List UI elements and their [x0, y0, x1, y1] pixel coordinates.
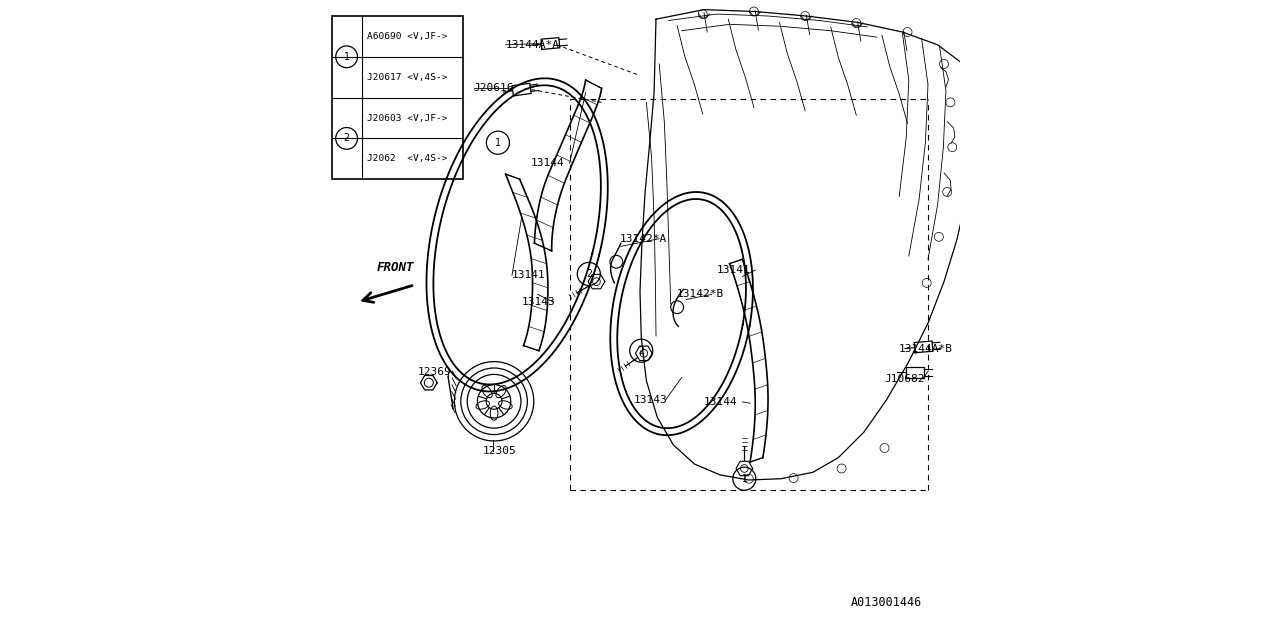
Text: 13142*B: 13142*B [677, 289, 724, 300]
Text: 2: 2 [343, 133, 349, 143]
Text: 2: 2 [639, 346, 644, 356]
Text: 12305: 12305 [484, 445, 517, 456]
Text: J20603 <V,JF->: J20603 <V,JF-> [367, 113, 447, 122]
Text: 13144: 13144 [704, 397, 737, 407]
Text: 13143: 13143 [522, 297, 556, 307]
Text: 1: 1 [741, 474, 748, 484]
Text: 13144A*B: 13144A*B [900, 344, 954, 354]
Text: FRONT: FRONT [376, 261, 415, 274]
Text: 13144: 13144 [531, 158, 564, 168]
Text: 1: 1 [495, 138, 500, 148]
Text: 13142*A: 13142*A [620, 234, 667, 244]
Text: J10682: J10682 [884, 374, 925, 384]
Text: J20616: J20616 [474, 83, 515, 93]
Text: 2: 2 [586, 269, 591, 279]
Text: 13141: 13141 [512, 270, 545, 280]
Text: 12369: 12369 [417, 367, 451, 378]
Text: 13141: 13141 [717, 265, 750, 275]
Text: J2062  <V,4S->: J2062 <V,4S-> [367, 154, 447, 163]
Text: J20617 <V,4S->: J20617 <V,4S-> [367, 73, 447, 82]
Text: A60690 <V,JF->: A60690 <V,JF-> [367, 32, 447, 41]
Text: 13143: 13143 [634, 395, 667, 405]
Text: 13144A*A: 13144A*A [506, 40, 559, 50]
Text: 1: 1 [343, 52, 349, 62]
Text: A013001446: A013001446 [851, 596, 922, 609]
Bar [332, 16, 463, 179]
